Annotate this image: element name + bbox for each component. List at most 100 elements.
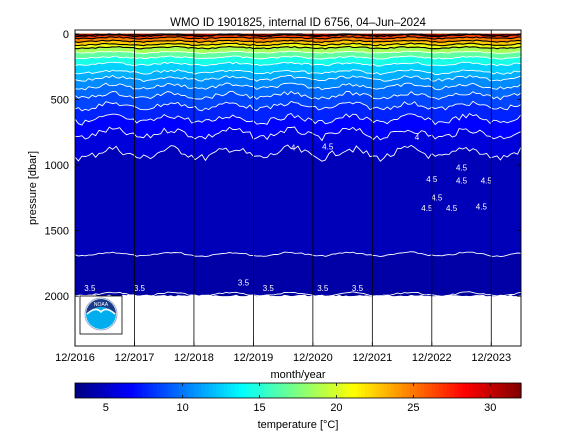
contour-label-10: 4.5 [476,203,488,212]
colorbar-tick-label-2: 15 [253,402,265,414]
colorbar-tick-label-1: 10 [177,402,189,414]
contour-label-14: 3.5 [263,284,275,293]
colorbar-swatch [342,383,347,398]
colorbar-swatch [513,383,518,398]
colorbar-swatch [227,383,232,398]
isotherm-22 [75,42,521,47]
colorbar-swatch [376,383,381,398]
colorbar-swatch [149,383,154,398]
colorbar-swatch [234,383,240,398]
colorbar-swatch [257,383,262,398]
x-axis: 12/2016 12/2017 12/2018 12/2019 12/2020 12/20… [55,342,511,364]
colorbar-swatch [175,383,180,398]
colorbar-swatch [115,383,121,398]
y-tick-label-2: 1000 [45,160,69,172]
isotherm-10 [75,82,521,91]
colorbar-swatch [190,383,195,398]
isotherm-7 [75,112,521,126]
colorbar-swatch [364,383,370,398]
isotherm-4 [75,251,521,258]
y-axis: 0 500 1000 1500 2000 [45,29,521,303]
colorbar-label: temperature [°C] [258,419,339,431]
x-tick-label-2: 12/2018 [174,352,214,364]
colorbar-swatch [468,383,474,398]
colorbar-swatch [82,383,87,398]
contour-label-4: 4.5 [481,176,493,185]
colorbar-swatch [101,383,106,398]
colorbar-swatch [141,383,147,398]
colorbar-swatch [179,383,184,398]
colorbar-swatch [346,383,351,398]
isotherm-11 [75,74,521,83]
colorbar-swatch [186,383,191,398]
isotherm-30 [75,33,521,37]
contour-label-9: 4.5 [446,204,458,213]
colorbar-swatch [368,383,373,398]
x-tick-label-3: 12/2019 [234,352,274,364]
colorbar-swatch [461,383,466,398]
colorbar-swatch [164,383,169,398]
colorbar-swatch [86,383,91,398]
colorbar-swatch [119,383,124,398]
colorbar-swatch [197,383,202,398]
colorbar-swatch [249,383,254,398]
colorbar-swatch [428,383,433,398]
colorbar-swatch [134,383,139,398]
colorbar-swatch [450,383,455,398]
isotherm-12 [75,69,521,76]
colorbar-swatch [442,383,448,398]
colorbar-swatch [494,383,500,398]
colorbar-swatch [156,383,162,398]
x-tick-label-1: 12/2017 [115,352,155,364]
colorbar-swatch [405,383,411,398]
colorbar-swatch [260,383,266,398]
noaa-logo-text: NOAA [94,302,109,308]
colorbar-swatch [390,383,396,398]
y-tick-label-0: 0 [63,29,69,41]
colorbar-swatch [424,383,429,398]
colorbar-swatch [316,383,321,398]
colorbar-swatch [104,383,110,398]
colorbar-swatch [193,383,199,398]
colorbar-swatch [138,383,143,398]
x-tick-label-6: 12/2022 [412,352,452,364]
colorbar-swatch [286,383,292,398]
x-tick-label-5: 12/2021 [352,352,392,364]
colorbar-swatch [509,383,515,398]
colorbar-swatch [216,383,221,398]
colorbar-swatch [283,383,288,398]
colorbar-tick-label-0: 5 [103,402,109,414]
colorbar-swatch [476,383,481,398]
colorbar-swatch [487,383,492,398]
isotherm-24 [75,39,521,43]
colorbar-swatch [153,383,158,398]
colorbar-swatch [93,383,98,398]
colorbar-swatch [420,383,425,398]
colorbar-swatch [353,383,359,398]
colorbar-tick-label-3: 20 [330,402,342,414]
x-tick-label-7: 12/2023 [471,352,511,364]
colorbar-swatch [97,383,102,398]
colorbar-swatch [253,383,258,398]
colorbar-swatch [506,383,511,398]
colorbar-swatch [409,383,414,398]
colorbar-swatch [127,383,132,398]
colorbar-swatch [171,383,176,398]
colorbar-swatch [465,383,470,398]
colorbar-swatch [298,383,303,398]
colorbar-swatch [517,383,522,398]
y-tick-label-3: 1500 [45,226,69,238]
colorbar-swatch [279,383,284,398]
isotherm-26 [75,36,521,40]
noaa-logo-icon: NOAA [79,295,123,335]
contour-label-7: 4.5 [431,193,443,202]
colorbar-swatch [108,383,113,398]
isotherm-14 [75,61,521,67]
colorbar-swatch [350,383,355,398]
contour-label-2: 4.5 [322,142,334,151]
colorbar-swatch [78,383,84,398]
colorbar-swatch [361,383,366,398]
contour-label-11: 3.5 [84,284,96,293]
contour-label-13: 3.5 [238,279,250,288]
contour-label-15: 3.5 [317,284,329,293]
